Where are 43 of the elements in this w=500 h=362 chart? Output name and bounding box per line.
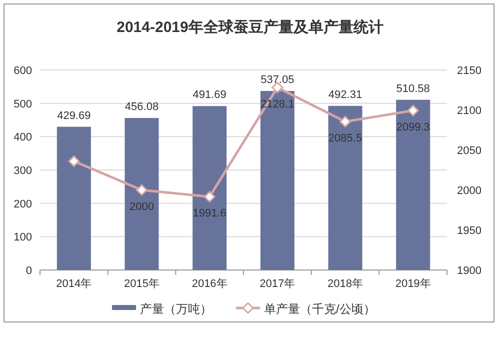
bar xyxy=(328,106,362,270)
y-tick-label: 600 xyxy=(14,65,32,77)
y-tick-label: 400 xyxy=(14,132,32,144)
data-label: 2000 xyxy=(130,201,154,213)
point xyxy=(68,155,80,167)
data-label: 537.05 xyxy=(260,74,294,86)
y-tick-label: 200 xyxy=(14,198,32,210)
data-label: 2099.3 xyxy=(396,122,430,134)
bar xyxy=(56,126,91,270)
bar xyxy=(124,118,159,270)
y-tick-label: 500 xyxy=(14,98,32,110)
point xyxy=(407,104,419,116)
data-label: 429.69 xyxy=(57,110,91,122)
y2-tick-label: 2000 xyxy=(457,185,482,197)
data-label: 1991.6 xyxy=(192,208,226,220)
y2-tick-label: 2050 xyxy=(457,145,482,157)
data-label: 491.69 xyxy=(192,89,226,102)
y-tick-label: 300 xyxy=(14,165,32,177)
x-tick-label: 2019年 xyxy=(395,278,431,290)
point xyxy=(340,116,351,128)
point xyxy=(136,184,148,196)
legend-label: 产量（万吨） xyxy=(140,302,212,316)
y2-tick-label: 2150 xyxy=(457,65,482,77)
chart-title: 2014-2019年全球蚕豆产量及单产量统计 xyxy=(116,19,384,36)
y-tick-label: 0 xyxy=(26,265,32,277)
legend-label: 单产量（千克/公顷） xyxy=(264,302,376,316)
y-tick-label: 100 xyxy=(14,232,32,244)
x-tick-label: 2018年 xyxy=(328,278,363,290)
y2-tick-label: 1900 xyxy=(457,265,482,277)
data-label: 456.08 xyxy=(124,100,159,113)
x-tick-label: 2014年 xyxy=(56,278,92,290)
x-tick-label: 2017年 xyxy=(260,278,296,290)
data-label: 492.31 xyxy=(328,88,362,101)
point xyxy=(204,190,216,202)
x-tick-label: 2015年 xyxy=(124,278,160,290)
data-label: 510.58 xyxy=(396,82,430,95)
bar xyxy=(260,90,294,270)
bar xyxy=(396,100,430,270)
bar xyxy=(192,106,227,270)
x-tick-label: 2016年 xyxy=(192,278,228,290)
y2-tick-label: 2100 xyxy=(457,105,482,117)
data-label: 2085.5 xyxy=(328,132,362,145)
y2-tick-label: 1950 xyxy=(457,225,482,237)
